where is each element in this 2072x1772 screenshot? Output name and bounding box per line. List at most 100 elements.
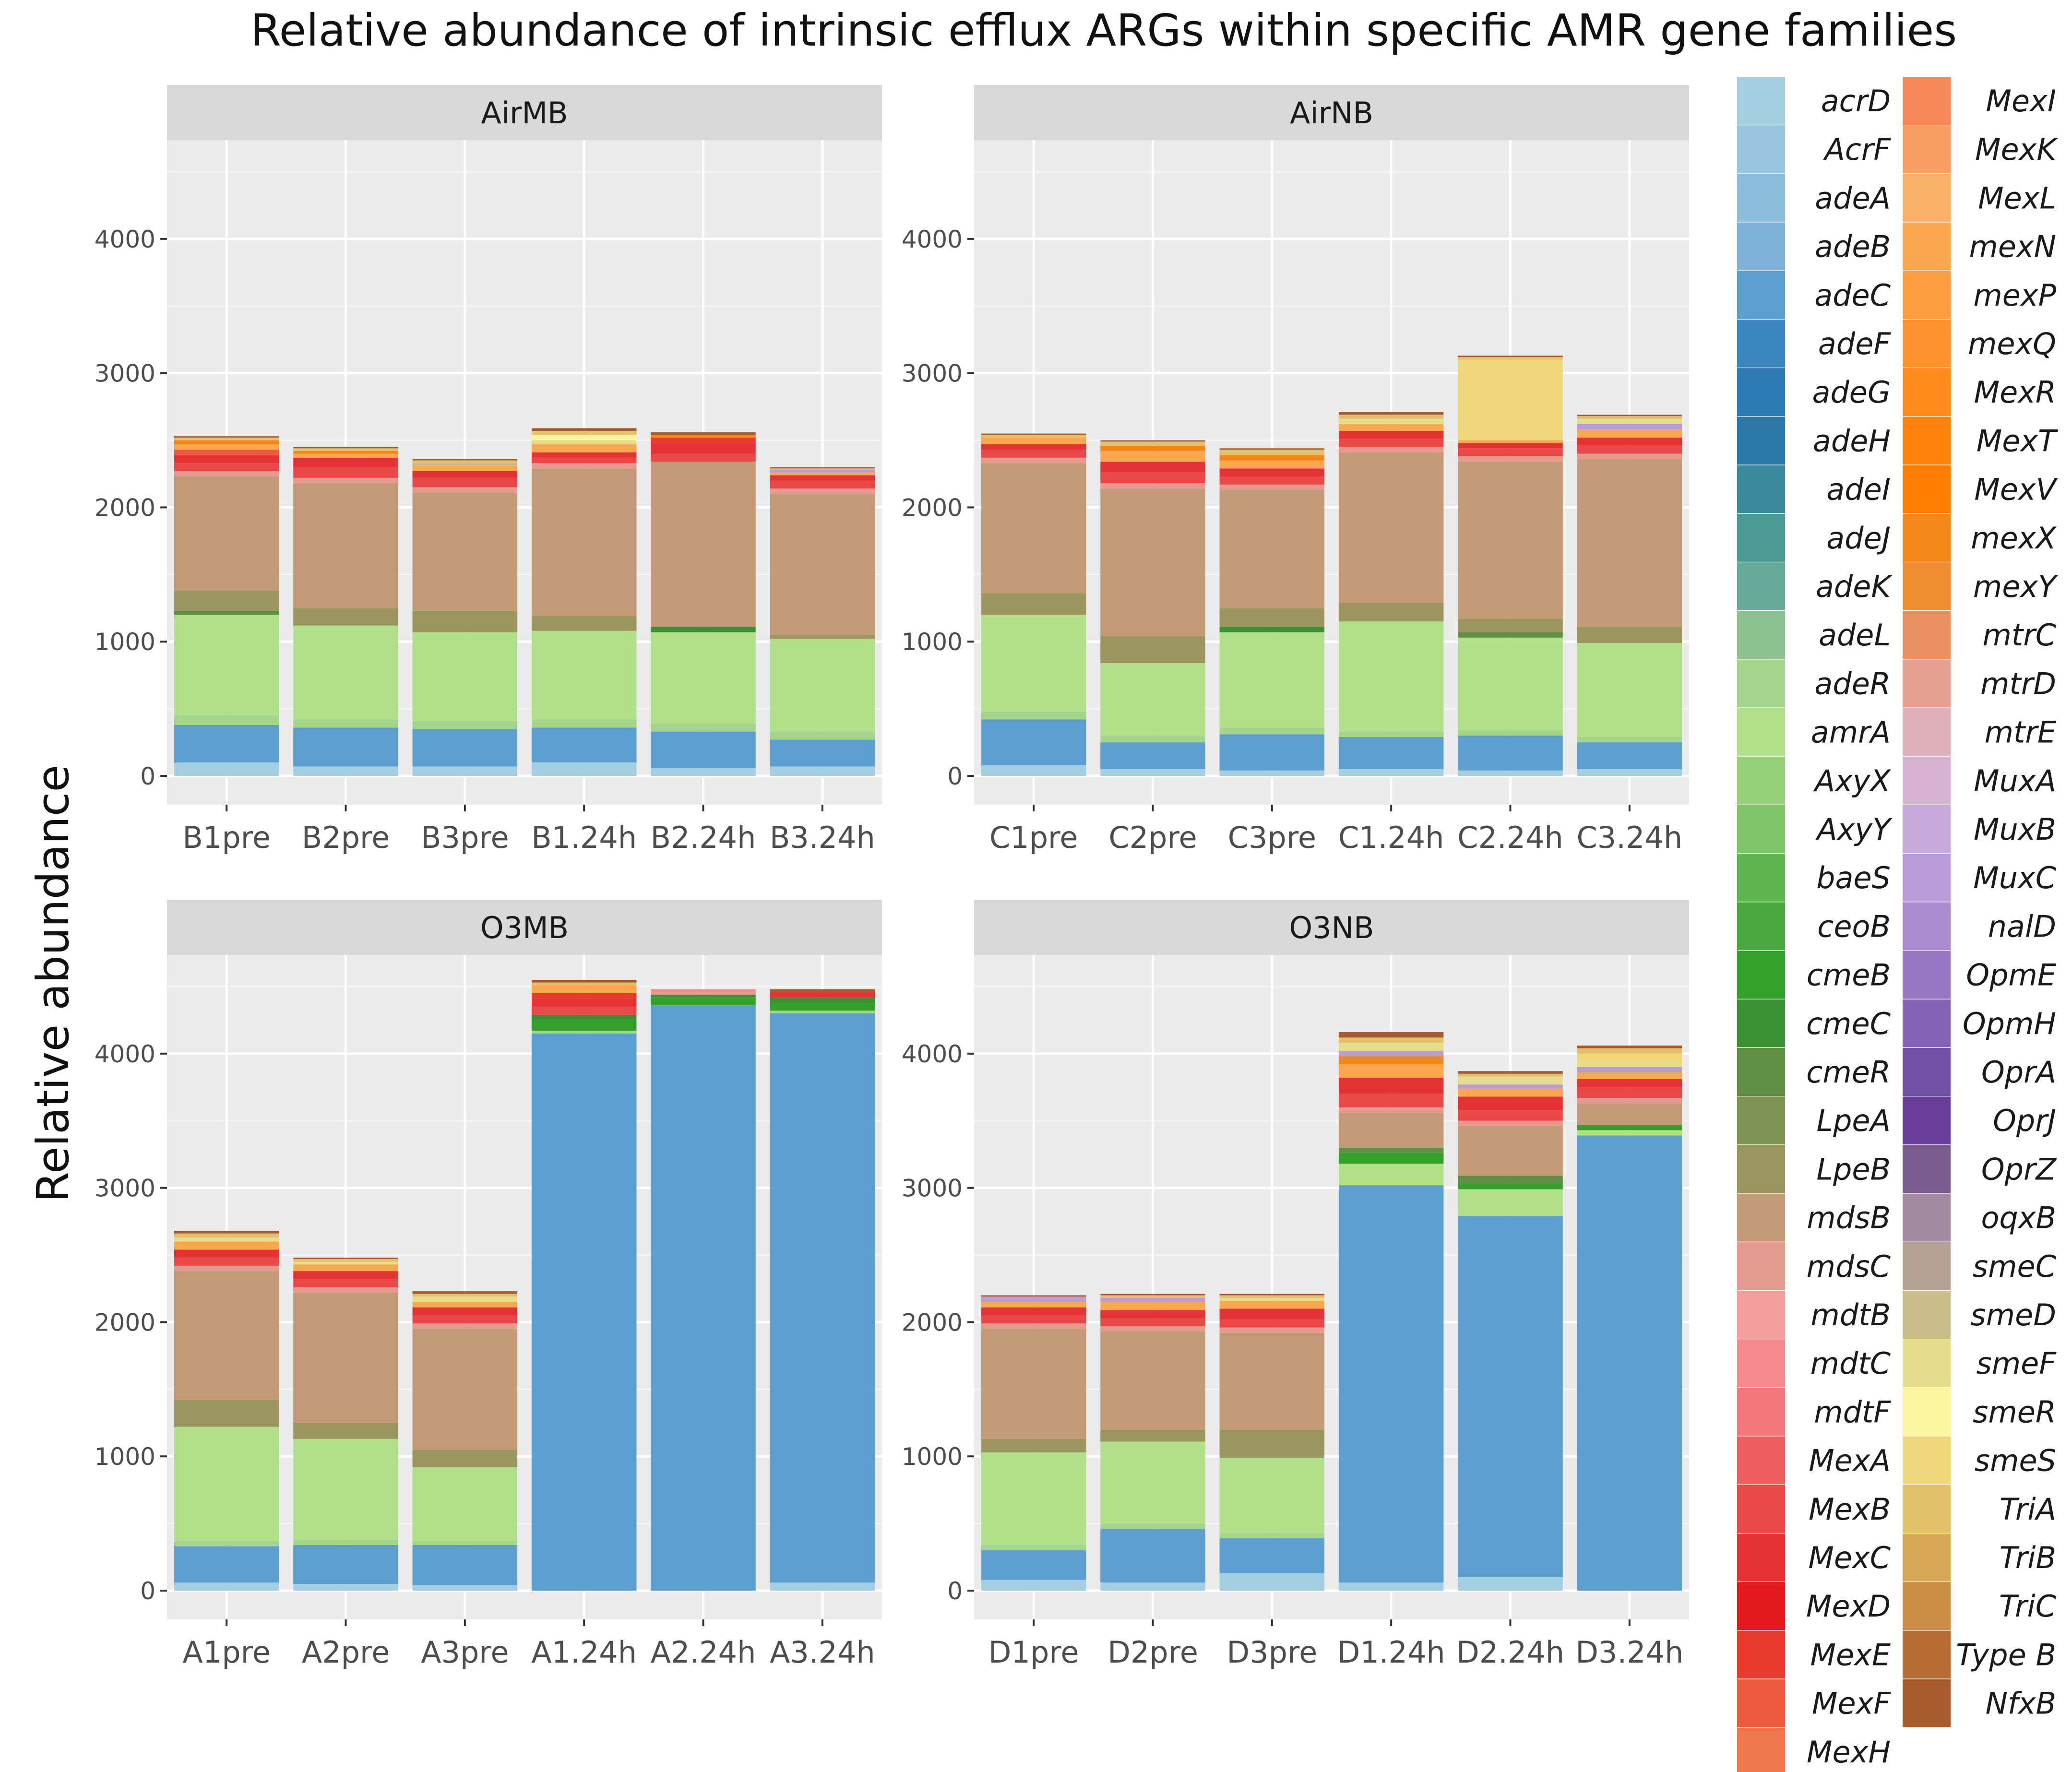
legend-key bbox=[1737, 999, 1785, 1047]
bar-segment-amrA bbox=[651, 632, 756, 724]
bar-segment-MexC bbox=[981, 444, 1086, 450]
legend-label: MexV bbox=[1974, 472, 2058, 507]
bar-B3pre bbox=[412, 459, 518, 776]
plot-background bbox=[974, 140, 1689, 805]
bar-segment-smeS bbox=[1577, 1053, 1682, 1062]
bar-segment-NfxB bbox=[531, 979, 637, 983]
bar-segment-adeC bbox=[174, 725, 279, 763]
x-tick-label: A3pre bbox=[421, 1635, 509, 1670]
bar-A2pre bbox=[293, 1258, 398, 1591]
bar-segment-TriA bbox=[1100, 1295, 1205, 1298]
bar-segment-TriA bbox=[1100, 441, 1205, 446]
legend-label: OpmE bbox=[1966, 958, 2057, 993]
legend-label: mexY bbox=[1973, 569, 2058, 604]
bar-segment-acrD bbox=[651, 768, 756, 776]
legend-key bbox=[1903, 1485, 1951, 1533]
legend-key bbox=[1737, 1291, 1785, 1339]
bar-segment-TriA bbox=[1338, 415, 1444, 419]
legend-item-adeJ: adeJ bbox=[1737, 513, 1891, 562]
legend-key bbox=[1737, 416, 1785, 465]
bar-segment-mdsC bbox=[531, 463, 637, 469]
legend-key bbox=[1903, 708, 1951, 756]
legend-label: OprA bbox=[1981, 1055, 2056, 1090]
bar-C1.24h bbox=[1338, 412, 1444, 776]
bar-segment-adeR bbox=[174, 1541, 279, 1546]
bar-segment-NfxB bbox=[531, 428, 637, 431]
bar-segment-MexC bbox=[412, 471, 518, 478]
bar-segment-mexN bbox=[412, 1302, 518, 1308]
facet-strip bbox=[974, 900, 1689, 955]
bar-segment-amrA bbox=[1219, 1458, 1325, 1533]
bar-segment-MexC bbox=[1338, 430, 1444, 439]
legend-label: cmeC bbox=[1806, 1006, 1891, 1041]
bar-segment-acrD bbox=[1100, 1582, 1205, 1591]
legend-item-smeR: smeR bbox=[1903, 1388, 2056, 1436]
bar-segment-mdsB bbox=[1100, 1332, 1205, 1430]
bar-segment-MuxC bbox=[1458, 1084, 1563, 1089]
legend-label: MuxC bbox=[1973, 860, 2056, 895]
bar-segment-adeR bbox=[770, 731, 875, 740]
bar-segment-mdsB bbox=[174, 1271, 279, 1400]
legend-label: MuxA bbox=[1974, 763, 2056, 798]
legend-item-OpmE: OpmE bbox=[1903, 951, 2057, 999]
legend-label: adeF bbox=[1818, 326, 1891, 361]
y-tick-label: 0 bbox=[140, 762, 155, 790]
bar-segment-mexN bbox=[981, 1302, 1086, 1308]
bar-segment-adeC bbox=[412, 729, 518, 767]
bar-segment-smeF bbox=[1338, 1043, 1444, 1051]
bar-segment-amrA bbox=[174, 615, 279, 716]
legend-item-MexF: MexF bbox=[1737, 1679, 1891, 1727]
bar-segment-smeS bbox=[1458, 359, 1563, 440]
legend-label: adeI bbox=[1826, 472, 1891, 507]
bar-segment-MexC bbox=[1338, 1078, 1444, 1094]
legend-label: TriC bbox=[1999, 1589, 2057, 1624]
bar-segment-amrA bbox=[1577, 1130, 1682, 1136]
bar-segment-cmeB bbox=[770, 1002, 875, 1011]
facet-O3MB: O3MB 0 1000 2000 3000 4000 A1pre A2pre A3pre A1.2… bbox=[95, 900, 882, 1670]
bar-segment-MexB bbox=[981, 1315, 1086, 1324]
bar-segment-MuxC bbox=[981, 1296, 1086, 1302]
legend-key bbox=[1903, 1193, 1951, 1242]
legend-label: mdsC bbox=[1807, 1249, 1891, 1284]
bar-segment-MexC bbox=[531, 452, 637, 458]
bar-segment-smeF bbox=[1577, 418, 1682, 424]
bar-segment-adeR bbox=[293, 1539, 398, 1545]
legend-label: OpmH bbox=[1963, 1006, 2056, 1041]
bar-C3pre bbox=[1219, 448, 1325, 776]
y-tick-label: 1000 bbox=[95, 628, 155, 656]
legend-item-MuxB: MuxB bbox=[1903, 805, 2056, 853]
bar-segment-adeC bbox=[1219, 1538, 1325, 1573]
y-tick-label: 3000 bbox=[95, 360, 155, 388]
bar-segment-adeR bbox=[1100, 736, 1205, 743]
legend-item-MexD: MexD bbox=[1737, 1582, 1891, 1630]
legend-label: MexC bbox=[1808, 1540, 1891, 1575]
legend-label: mexX bbox=[1971, 521, 2057, 556]
x-tick-label: C3pre bbox=[1228, 820, 1316, 855]
legend-item-mexN: mexN bbox=[1903, 222, 2056, 271]
bar-segment-mdsB bbox=[1577, 459, 1682, 627]
bar-segment-cmeC bbox=[651, 627, 756, 632]
bar-segment-MexE bbox=[531, 993, 637, 999]
bar-segment-TriA bbox=[293, 448, 398, 451]
legend-label: smeR bbox=[1973, 1394, 2056, 1429]
bar-segment-adeC bbox=[1100, 742, 1205, 770]
bar-segment-acrD bbox=[412, 1585, 518, 1591]
legend-item-smeC: smeC bbox=[1903, 1242, 2057, 1290]
bar-segment-adeC bbox=[531, 727, 637, 763]
bar-segment-cmeB bbox=[1458, 1184, 1563, 1189]
legend-key bbox=[1903, 951, 1951, 999]
legend-item-MexK: MexK bbox=[1903, 125, 2058, 174]
bar-segment-TriA bbox=[1458, 357, 1563, 360]
bar-segment-MexF bbox=[174, 450, 279, 455]
legend-label: MexR bbox=[1974, 375, 2056, 410]
bar-segment-cmeC bbox=[531, 1014, 637, 1020]
legend-item-smeF: smeF bbox=[1903, 1339, 2057, 1388]
legend-label: adeJ bbox=[1826, 521, 1891, 556]
bar-segment-NfxB bbox=[770, 467, 875, 469]
bar-segment-NfxB bbox=[293, 447, 398, 449]
legend-label: smeC bbox=[1973, 1249, 2057, 1284]
bar-segment-mexN bbox=[770, 472, 875, 476]
legend-label: MexB bbox=[1809, 1492, 1891, 1527]
y-tick-label: 0 bbox=[947, 1577, 963, 1605]
legend-key bbox=[1737, 1193, 1785, 1242]
